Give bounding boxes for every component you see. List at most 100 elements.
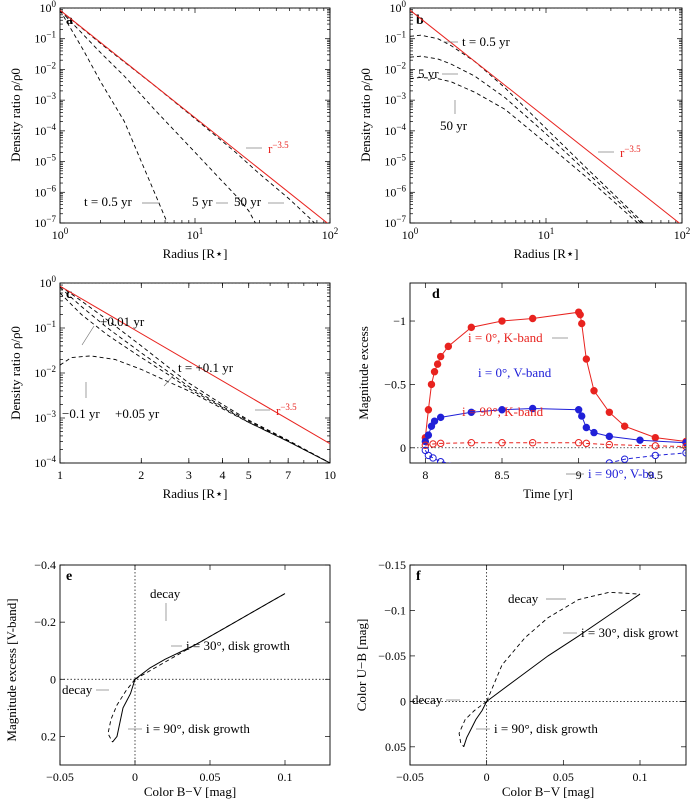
y-tick-label: 0 (400, 694, 406, 708)
x-tick-label: 1 (57, 468, 63, 482)
panel-d: d 8 8.5 9 9.5 0 −0.5 −1 Time [yr] Magnitude ex… (356, 282, 687, 501)
series-i-90-v-band-point (605, 459, 614, 463)
series-i-0-k-band-point (436, 352, 445, 361)
y-tick-label: −0.05 (378, 649, 406, 663)
series-i-90-k-band-point (421, 441, 430, 449)
y-tick-label: −0.15 (378, 558, 406, 572)
x-tick-label: 9 (576, 468, 582, 482)
panel-d-ylabel: Magnitude excess (356, 326, 371, 420)
series-decay-i-90--line (107, 679, 136, 743)
y-tick-label: 10−2 (34, 60, 56, 76)
series-i-0-v-band-point (636, 436, 644, 444)
plot-area (410, 8, 682, 223)
panel-c-ann-p05: +0.05 yr (115, 406, 160, 421)
y-tick-label: 10−3 (384, 91, 406, 107)
y-tick-label: 10−3 (34, 91, 56, 107)
series-i-90-v-band-point (682, 449, 686, 457)
plot-area (60, 565, 330, 765)
panel-c-ann-t: t = +0.1 yr (178, 360, 234, 375)
series-5-yr-line (60, 9, 256, 223)
series-i-0-v-band-point (578, 412, 586, 420)
series-i-0-v-band-point (590, 428, 598, 437)
panel-c-leader-p01 (81, 325, 95, 346)
x-tick-label: 100 (402, 226, 419, 242)
y-tick-label: −0.1 (384, 603, 406, 617)
series-i-0-k-band-point (578, 319, 586, 328)
panel-f-letter: f (416, 569, 421, 584)
y-tick-label: 10−2 (34, 364, 56, 380)
series-i-90-v-band-point (620, 455, 629, 463)
y-tick-label: 10−4 (34, 122, 56, 138)
panel-a-ann-t: t = 0.5 yr (84, 194, 132, 209)
series-i-90-v-band-point (436, 458, 445, 463)
panel-f-ann-growth30: i = 30°, disk growt (581, 625, 679, 640)
x-tick-label: 2 (138, 468, 144, 482)
series-i-90-k-band-point (467, 439, 476, 447)
series-i-90-k-band-point (605, 440, 614, 449)
series-t-0-1-yr-line (60, 285, 330, 463)
series-i-90-k-band-point (582, 439, 591, 448)
y-tick-label: 10−1 (34, 319, 56, 335)
panel-c: c 1 2 3 4 5 7 10 100 10−1 10−2 10−3 10−4 Radius [R⋆… (8, 274, 336, 501)
panel-c-ann-p01: +0.01 yr (100, 314, 145, 329)
panel-c-leader-t (163, 375, 174, 387)
x-tick-label: −0.05 (396, 770, 424, 784)
series-i-0-k-band-point (424, 406, 433, 414)
panel-f-frame (409, 564, 687, 766)
series-i-0-k-band-point (498, 317, 506, 325)
panel-a-ann-50: 50 yr (234, 194, 262, 209)
panel-d-xlabel: Time [yr] (523, 486, 573, 501)
x-tick-label: 8 (422, 468, 428, 482)
panel-a-frame (59, 7, 331, 224)
panel-c-ylabel: Density ratio ρ/ρ0 (8, 326, 23, 420)
y-tick-label: 0 (400, 441, 406, 455)
series-i-0-k-band-point (444, 342, 453, 351)
series-i-90-k-band-point (574, 439, 583, 447)
panel-a-ann-power: r−3.5 (268, 140, 289, 156)
panel-d-frame (409, 282, 687, 464)
series-i-0-k-band-point (605, 408, 614, 416)
panel-b-ann-5: 5 yr (418, 66, 439, 81)
series-i-0-k-band-point (620, 422, 629, 430)
series-i-90-k-band-point (429, 440, 437, 448)
panel-c-ann-m01: −0.1 yr (62, 406, 100, 421)
series-i-0-v-band-point (574, 406, 583, 414)
x-tick-label: 9.5 (648, 468, 663, 482)
series-i-0-k-band-point (430, 368, 439, 376)
plot-area (410, 308, 686, 470)
y-tick-label: 0 (50, 672, 56, 686)
panel-d-ann-k0: i = 0°, K-band (468, 330, 543, 345)
x-tick-label: −0.05 (46, 770, 74, 784)
y-tick-label: 10−4 (34, 454, 56, 470)
series-i-90-v-band-point (468, 464, 474, 470)
series-i-0-k-band-point (582, 355, 591, 363)
x-tick-label: 0 (484, 770, 490, 784)
x-tick-label: 101 (538, 226, 555, 242)
series-i-0-k-band-point (467, 323, 476, 332)
y-tick-label: 10−7 (384, 214, 406, 230)
x-tick-label: 10 (324, 468, 336, 482)
series-i-90-k-band-point (651, 442, 660, 450)
series-decay-i-90--line (458, 701, 487, 748)
y-tick-label: 10−2 (384, 60, 406, 76)
series-i-0-v-band-point (436, 413, 445, 422)
x-tick-label: 3 (186, 468, 192, 482)
y-tick-label: 100 (40, 0, 57, 15)
series-5-yr-line (410, 55, 642, 223)
plot-area (60, 283, 330, 463)
x-tick-label: 0.05 (553, 770, 574, 784)
x-tick-label: 0.1 (278, 770, 293, 784)
series-r-3-5-line (410, 9, 681, 223)
y-tick-label: 0.2 (41, 729, 56, 743)
series-i-0-k-band-point (433, 360, 442, 368)
x-tick-label: 0.1 (633, 770, 648, 784)
y-tick-label: −0.2 (34, 615, 56, 629)
panel-d-ann-v90: i = 90°, V-ba (588, 466, 655, 481)
series--0-1-yr-line (60, 355, 330, 463)
panel-e-ann-growth30: i = 30°, disk growth (186, 638, 290, 653)
panel-a-xlabel: Radius [R⋆] (163, 246, 228, 261)
panel-b-ann-t: t = 0.5 yr (462, 34, 510, 49)
series-i-90-v-band-point (429, 454, 437, 462)
series-i-0-k-band-point (528, 314, 537, 323)
